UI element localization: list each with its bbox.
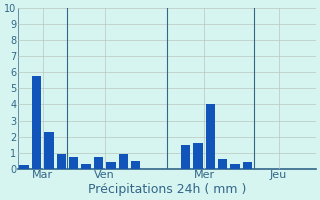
Bar <box>69 157 78 169</box>
Bar <box>82 164 91 169</box>
Bar <box>181 145 190 169</box>
Bar <box>131 161 140 169</box>
Bar <box>119 154 128 169</box>
Bar <box>44 132 53 169</box>
Bar <box>32 76 41 169</box>
Bar <box>57 154 66 169</box>
Bar <box>230 164 240 169</box>
Bar <box>94 157 103 169</box>
X-axis label: Précipitations 24h ( mm ): Précipitations 24h ( mm ) <box>88 183 246 196</box>
Bar <box>106 162 116 169</box>
Bar <box>19 165 29 169</box>
Bar <box>243 162 252 169</box>
Bar <box>193 143 203 169</box>
Bar <box>218 159 227 169</box>
Bar <box>206 104 215 169</box>
